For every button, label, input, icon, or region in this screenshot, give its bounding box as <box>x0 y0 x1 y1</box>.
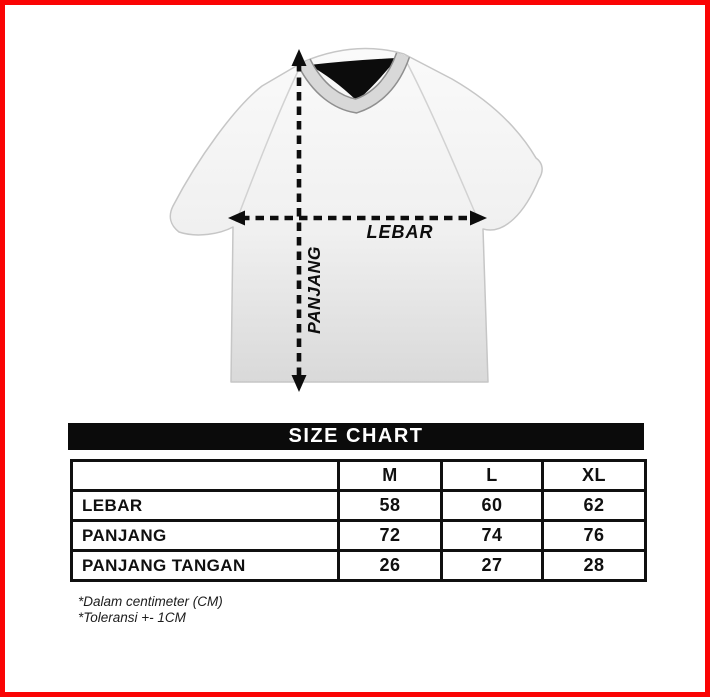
length-label: PANJANG <box>304 246 324 334</box>
size-value: 74 <box>440 519 544 552</box>
table-row: PANJANG TANGAN 26 27 28 <box>70 549 647 582</box>
left-raglan-seam <box>235 66 301 223</box>
size-value: 27 <box>440 549 544 582</box>
row-label: PANJANG TANGAN <box>70 549 340 582</box>
width-arrow <box>228 210 487 226</box>
column-header-m: M <box>337 459 443 492</box>
arrow-down-icon <box>291 375 307 392</box>
size-chart-title: SIZE CHART <box>288 425 424 447</box>
row-label: PANJANG <box>70 519 340 552</box>
right-raglan-seam <box>404 58 480 223</box>
footnote-unit: *Dalam centimeter (CM) <box>78 594 223 609</box>
size-value: 76 <box>541 519 647 552</box>
size-value: 28 <box>541 549 647 582</box>
footnotes: *Dalam centimeter (CM) *Toleransi +- 1CM <box>78 594 223 625</box>
size-table: M L XL LEBAR 58 60 62 PANJANG 72 74 76 P… <box>70 459 647 582</box>
collar-band <box>298 52 409 113</box>
size-value: 26 <box>337 549 443 582</box>
width-label: LEBAR <box>367 222 434 242</box>
size-value: 62 <box>541 489 647 522</box>
table-row: LEBAR 58 60 62 <box>70 489 647 522</box>
tshirt-illustration <box>169 47 543 383</box>
length-arrow <box>291 49 307 392</box>
size-chart-title-bar: SIZE CHART <box>68 423 644 450</box>
column-header-xl: XL <box>541 459 647 492</box>
arrow-left-icon <box>228 210 245 226</box>
column-header-l: L <box>440 459 544 492</box>
tshirt-measurement-diagram: LEBAR PANJANG <box>169 47 543 392</box>
empty-header-cell <box>70 459 340 492</box>
footnote-tolerance: *Toleransi +- 1CM <box>78 609 186 625</box>
size-value: 58 <box>337 489 443 522</box>
row-label: LEBAR <box>70 489 340 522</box>
table-header-row: M L XL <box>70 459 647 492</box>
arrow-right-icon <box>470 210 487 226</box>
arrow-up-icon <box>291 49 307 66</box>
size-value: 60 <box>440 489 544 522</box>
size-value: 72 <box>337 519 443 552</box>
tshirt-body <box>169 47 543 383</box>
collar-inner-black <box>309 58 397 101</box>
table-row: PANJANG 72 74 76 <box>70 519 647 552</box>
